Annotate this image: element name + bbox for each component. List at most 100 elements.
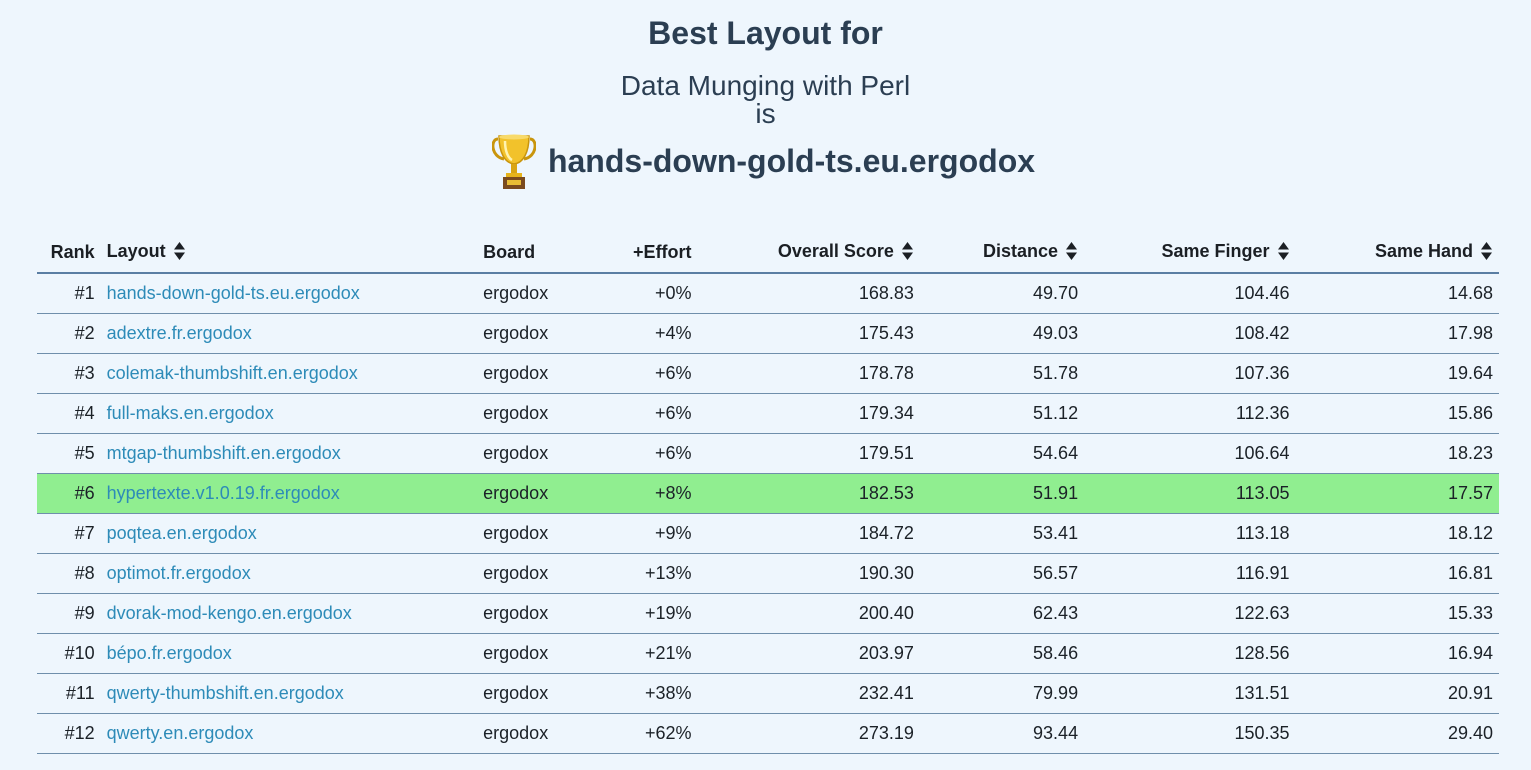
effort-cell: +6% (577, 433, 698, 474)
effort-cell: +8% (577, 473, 698, 514)
distance-cell: 56.57 (919, 553, 1085, 594)
layouts-ranking-table: Rank Layout Board +Effort Overall Score … (37, 232, 1499, 754)
column-header-layout-label: Layout (106, 241, 166, 262)
layout-cell: colemak-thumbshift.en.ergodox (100, 353, 478, 394)
column-header-layout[interactable]: Layout (100, 232, 478, 274)
same-hand-cell: 16.81 (1295, 553, 1499, 594)
column-header-rank-label: Rank (50, 241, 95, 262)
rank-cell: #8 (37, 553, 101, 594)
table-row: #11 qwerty-thumbshift.en.ergodox ergodox +3… (37, 673, 1499, 714)
sort-updown-icon[interactable] (1277, 241, 1290, 261)
same-hand-cell: 15.86 (1295, 393, 1499, 434)
table-row: #8 optimot.fr.ergodox ergodox +13% 190.30 56.… (37, 553, 1499, 594)
column-header-same-finger-label: Same Finger (1161, 241, 1270, 262)
layout-link[interactable]: hypertexte.v1.0.19.fr.ergodox (106, 483, 340, 503)
connector-text: is (755, 98, 776, 129)
column-header-same-hand[interactable]: Same Hand (1295, 232, 1499, 274)
distance-cell: 54.64 (919, 433, 1085, 474)
layout-cell: poqtea.en.ergodox (100, 513, 478, 554)
rank-cell: #6 (37, 473, 101, 514)
table-row: #5 mtgap-thumbshift.en.ergodox ergodox +6% 1… (37, 433, 1499, 474)
layout-link[interactable]: hands-down-gold-ts.eu.ergodox (106, 283, 360, 303)
same-finger-cell: 113.18 (1084, 513, 1296, 554)
same-finger-cell: 150.35 (1084, 713, 1296, 754)
effort-cell: +0% (577, 273, 698, 314)
same-finger-cell: 112.36 (1084, 393, 1296, 434)
column-header-overall-score-label: Overall Score (777, 241, 894, 262)
distance-cell: 53.41 (919, 513, 1085, 554)
rank-cell: #1 (37, 273, 101, 314)
overall-score-cell: 182.53 (697, 473, 920, 514)
column-header-distance[interactable]: Distance (919, 232, 1085, 274)
column-header-same-finger[interactable]: Same Finger (1084, 232, 1296, 274)
column-header-overall-score[interactable]: Overall Score (697, 232, 920, 274)
sort-updown-icon[interactable] (173, 241, 186, 261)
layout-cell: hands-down-gold-ts.eu.ergodox (100, 273, 478, 314)
column-header-board: Board (477, 232, 578, 274)
same-finger-cell: 128.56 (1084, 633, 1296, 674)
distance-cell: 51.12 (919, 393, 1085, 434)
effort-cell: +6% (577, 393, 698, 434)
layout-cell: optimot.fr.ergodox (100, 553, 478, 594)
board-cell: ergodox (477, 313, 578, 354)
page-title: Best Layout for (648, 15, 883, 51)
effort-cell: +38% (577, 673, 698, 714)
layout-cell: full-maks.en.ergodox (100, 393, 478, 434)
same-finger-cell: 113.05 (1084, 473, 1296, 514)
layout-cell: hypertexte.v1.0.19.fr.ergodox (100, 473, 478, 514)
column-header-effort: +Effort (577, 232, 698, 274)
overall-score-cell: 179.34 (697, 393, 920, 434)
board-cell: ergodox (477, 433, 578, 474)
same-hand-cell: 20.91 (1295, 673, 1499, 714)
same-hand-cell: 18.12 (1295, 513, 1499, 554)
rank-cell: #12 (37, 713, 101, 754)
overall-score-cell: 200.40 (697, 593, 920, 634)
sort-updown-icon[interactable] (1065, 241, 1078, 261)
distance-cell: 93.44 (919, 713, 1085, 754)
same-hand-cell: 29.40 (1295, 713, 1499, 754)
same-hand-cell: 17.57 (1295, 473, 1499, 514)
layout-cell: bépo.fr.ergodox (100, 633, 478, 674)
layout-link[interactable]: qwerty.en.ergodox (106, 723, 254, 743)
winner-banner: hands-down-gold-ts.eu.ergodox (0, 133, 1531, 193)
table-row: #2 adextre.fr.ergodox ergodox +4% 175.43 49.0… (37, 313, 1499, 354)
distance-cell: 51.91 (919, 473, 1085, 514)
overall-score-cell: 273.19 (697, 713, 920, 754)
same-finger-cell: 116.91 (1084, 553, 1296, 594)
same-hand-cell: 16.94 (1295, 633, 1499, 674)
sort-updown-icon[interactable] (901, 241, 914, 261)
layout-link[interactable]: full-maks.en.ergodox (106, 403, 274, 423)
board-cell: ergodox (477, 273, 578, 314)
table-header-row: Rank Layout Board +Effort Overall Score … (37, 232, 1499, 274)
same-hand-cell: 17.98 (1295, 313, 1499, 354)
layout-cell: qwerty.en.ergodox (100, 713, 478, 754)
layout-link[interactable]: qwerty-thumbshift.en.ergodox (106, 683, 344, 703)
same-finger-cell: 106.64 (1084, 433, 1296, 474)
same-finger-cell: 122.63 (1084, 593, 1296, 634)
column-header-board-label: Board (483, 241, 536, 262)
table-row: #10 bépo.fr.ergodox ergodox +21% 203.97 58.46… (37, 633, 1499, 674)
table-row: #3 colemak-thumbshift.en.ergodox ergodox +6… (37, 353, 1499, 394)
layout-cell: mtgap-thumbshift.en.ergodox (100, 433, 478, 474)
distance-cell: 62.43 (919, 593, 1085, 634)
same-hand-cell: 18.23 (1295, 433, 1499, 474)
overall-score-cell: 184.72 (697, 513, 920, 554)
overall-score-cell: 178.78 (697, 353, 920, 394)
layout-link[interactable]: poqtea.en.ergodox (106, 523, 257, 543)
effort-cell: +4% (577, 313, 698, 354)
table-row: #4 full-maks.en.ergodox ergodox +6% 179.34 51… (37, 393, 1499, 434)
column-header-effort-label: +Effort (633, 241, 692, 262)
column-header-same-hand-label: Same Hand (1374, 241, 1473, 262)
board-cell: ergodox (477, 353, 578, 394)
overall-score-cell: 168.83 (697, 273, 920, 314)
layout-link[interactable]: bépo.fr.ergodox (106, 643, 232, 663)
effort-cell: +21% (577, 633, 698, 674)
layout-link[interactable]: colemak-thumbshift.en.ergodox (106, 363, 358, 383)
rank-cell: #2 (37, 313, 101, 354)
effort-cell: +13% (577, 553, 698, 594)
layout-link[interactable]: dvorak-mod-kengo.en.ergodox (106, 603, 352, 623)
sort-updown-icon[interactable] (1480, 241, 1493, 261)
layout-link[interactable]: adextre.fr.ergodox (106, 323, 252, 343)
layout-link[interactable]: optimot.fr.ergodox (106, 563, 251, 583)
layout-link[interactable]: mtgap-thumbshift.en.ergodox (106, 443, 341, 463)
